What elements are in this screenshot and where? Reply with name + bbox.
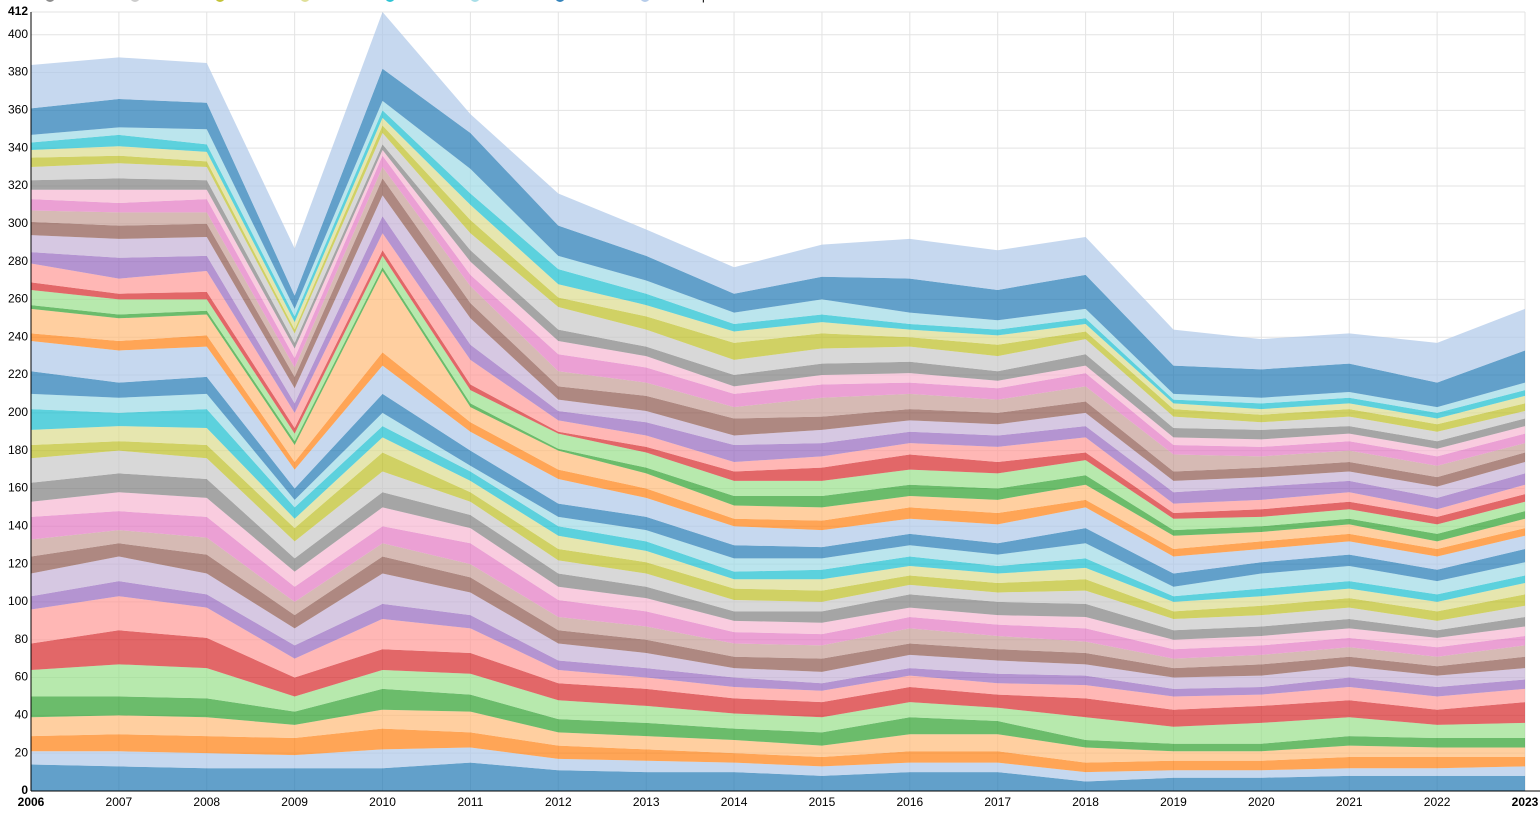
y-tick-label: 260 xyxy=(8,292,28,306)
y-tick-label: 0 xyxy=(21,783,28,797)
area xyxy=(31,530,1525,669)
y-tick-label: 40 xyxy=(15,708,29,722)
y-tick-label: 320 xyxy=(8,178,28,192)
x-tick-label: 2013 xyxy=(633,795,660,809)
legend-swatch xyxy=(641,0,649,2)
x-tick-label: 2006 xyxy=(18,795,45,809)
area xyxy=(31,473,1525,640)
area xyxy=(31,664,1525,744)
y-tick-label: 412 xyxy=(8,4,28,18)
legend-label: Section 38 xyxy=(314,0,371,3)
x-tick-label: 2023 xyxy=(1512,795,1539,809)
area xyxy=(31,728,1525,773)
x-tick-label: 2011 xyxy=(458,795,484,809)
legend-swatch xyxy=(301,0,309,2)
y-tick-label: 380 xyxy=(8,65,28,79)
y-tick-label: 160 xyxy=(8,481,28,495)
area xyxy=(31,100,1525,413)
y-tick-label: 20 xyxy=(15,745,29,759)
area xyxy=(31,688,1525,752)
area xyxy=(31,596,1525,710)
x-tick-label: 2019 xyxy=(1160,795,1187,809)
y-tick-label: 400 xyxy=(8,27,28,41)
legend-label: Section 36 xyxy=(144,0,201,3)
area xyxy=(31,441,1525,621)
y-tick-label: 120 xyxy=(8,556,28,570)
area xyxy=(31,340,1525,574)
y-tick-label: 80 xyxy=(15,632,29,646)
area xyxy=(31,492,1525,650)
legend-swatch xyxy=(216,0,224,2)
y-tick-label: 240 xyxy=(8,329,28,343)
area xyxy=(31,195,1525,498)
area xyxy=(31,556,1525,689)
area xyxy=(31,709,1525,763)
y-tick-label: 300 xyxy=(8,216,28,230)
area xyxy=(31,371,1525,587)
area xyxy=(31,68,1525,408)
area xyxy=(31,450,1525,631)
x-tick-label: 2014 xyxy=(721,795,748,809)
area xyxy=(31,426,1525,612)
x-tick-label: 2015 xyxy=(809,795,836,809)
area xyxy=(31,543,1525,678)
area xyxy=(31,12,1525,383)
area xyxy=(31,233,1525,517)
legend-label: Section 35 xyxy=(59,0,116,3)
area xyxy=(31,216,1525,510)
area xyxy=(31,581,1525,697)
legend-label: Interdisciplinaires xyxy=(654,0,747,3)
legend-label: Section 40 xyxy=(484,0,541,3)
x-tick-label: 2016 xyxy=(896,795,923,809)
area xyxy=(31,747,1525,782)
legend-swatch xyxy=(386,0,394,2)
y-tick-label: 140 xyxy=(8,518,28,532)
legend-label: Section 39 xyxy=(399,0,456,3)
x-tick-label: 2021 xyxy=(1336,795,1363,809)
x-tick-label: 2012 xyxy=(545,795,572,809)
area xyxy=(31,178,1525,487)
x-tick-label: 2010 xyxy=(369,795,396,809)
x-tick-label: 2018 xyxy=(1072,795,1099,809)
area xyxy=(31,630,1525,727)
y-tick-label: 180 xyxy=(8,443,28,457)
x-tick-label: 2022 xyxy=(1424,795,1451,809)
y-tick-label: 220 xyxy=(8,367,28,381)
area xyxy=(31,393,1525,597)
area xyxy=(31,271,1525,549)
y-tick-label: 100 xyxy=(8,594,28,608)
area xyxy=(31,250,1525,525)
legend-label: Section 42 xyxy=(569,0,626,3)
area xyxy=(31,762,1525,791)
area xyxy=(31,511,1525,659)
x-tick-label: 2009 xyxy=(281,795,308,809)
y-tick-label: 360 xyxy=(8,102,28,116)
x-tick-label: 2020 xyxy=(1248,795,1275,809)
y-tick-label: 200 xyxy=(8,405,28,419)
legend-swatch xyxy=(46,0,54,2)
y-tick-label: 60 xyxy=(15,670,29,684)
x-tick-label: 2007 xyxy=(106,795,133,809)
x-tick-label: 2008 xyxy=(193,795,220,809)
y-tick-label: 280 xyxy=(8,254,28,268)
x-tick-label: 2017 xyxy=(984,795,1011,809)
y-tick-label: 340 xyxy=(8,140,28,154)
legend-swatch xyxy=(556,0,564,2)
area xyxy=(31,167,1525,478)
legend-label: Section 37 xyxy=(229,0,286,3)
legend-swatch xyxy=(131,0,139,2)
legend-swatch xyxy=(471,0,479,2)
